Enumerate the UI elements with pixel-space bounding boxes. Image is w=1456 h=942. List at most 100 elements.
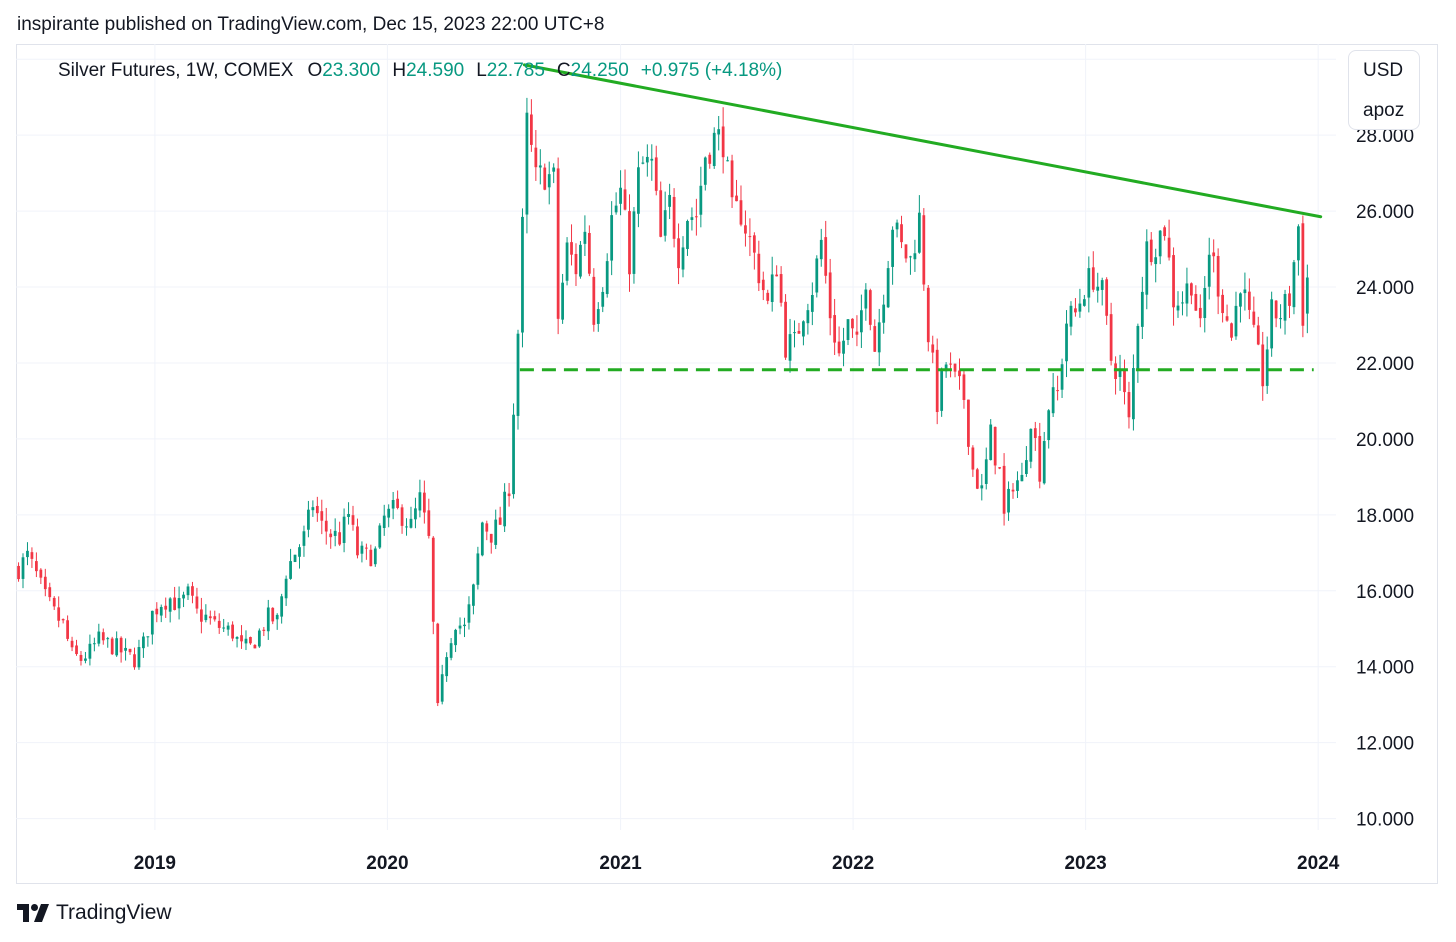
candle xyxy=(1172,247,1175,326)
candle-body xyxy=(810,295,814,312)
candle-body xyxy=(342,516,346,543)
high-label: H xyxy=(392,60,407,81)
candle-body xyxy=(1140,291,1144,327)
x-tick-label: 2024 xyxy=(1297,853,1340,874)
candle-body xyxy=(739,200,743,225)
candle xyxy=(824,220,828,284)
tradingview-logo[interactable]: TradingView xyxy=(17,901,172,925)
candle xyxy=(48,582,52,602)
candle-body xyxy=(842,340,845,354)
candle xyxy=(516,329,520,430)
candle-body xyxy=(119,637,123,653)
candle-body xyxy=(1261,344,1265,387)
candle-body xyxy=(240,635,243,642)
candle-body xyxy=(534,147,538,168)
candle xyxy=(1288,285,1291,319)
candle-body xyxy=(1065,323,1068,362)
candle xyxy=(445,652,449,682)
candle-body xyxy=(489,533,493,543)
candle xyxy=(570,224,573,266)
candle xyxy=(1047,409,1051,449)
candle xyxy=(480,521,484,557)
candle xyxy=(846,319,850,346)
candle-body xyxy=(1025,460,1028,475)
candle xyxy=(155,602,159,623)
candle-body xyxy=(463,624,466,627)
candle xyxy=(926,285,930,352)
candle-body xyxy=(26,550,29,558)
candle xyxy=(119,636,123,663)
candle xyxy=(864,283,868,321)
candle xyxy=(641,156,645,165)
candle-body xyxy=(436,623,440,704)
candle xyxy=(244,630,248,651)
candle-body xyxy=(1163,227,1167,237)
candle xyxy=(101,628,105,645)
candle-body xyxy=(257,630,261,647)
candle-body xyxy=(761,279,765,291)
candle xyxy=(173,586,177,611)
candle xyxy=(1279,304,1282,329)
candle xyxy=(507,482,511,507)
candle xyxy=(293,554,297,563)
candle xyxy=(530,99,533,152)
candle xyxy=(418,479,422,518)
candle-body xyxy=(1082,299,1086,306)
candle xyxy=(1109,302,1113,366)
candle-body xyxy=(431,537,435,622)
candle-body xyxy=(449,643,453,658)
candle-body xyxy=(217,620,221,628)
candle xyxy=(592,268,596,332)
candle xyxy=(699,166,703,228)
candle-body xyxy=(681,247,685,270)
candle-body xyxy=(427,510,431,536)
candle xyxy=(909,255,912,275)
candle-body xyxy=(726,160,729,162)
candle-body xyxy=(1216,255,1220,297)
candle xyxy=(752,232,756,270)
candle xyxy=(1123,359,1126,405)
candle-body xyxy=(191,586,194,596)
candle xyxy=(984,447,988,490)
candle xyxy=(338,521,342,546)
candle-body xyxy=(802,321,805,337)
candle xyxy=(574,243,578,287)
candle-body xyxy=(284,578,288,599)
candle-body xyxy=(324,520,328,532)
candle-body xyxy=(695,216,698,218)
candle xyxy=(302,525,306,557)
candle-body xyxy=(1203,287,1207,318)
candle-body xyxy=(92,643,96,645)
candle-body xyxy=(868,290,872,325)
candle xyxy=(695,198,698,236)
candle-body xyxy=(926,287,930,343)
candle-body xyxy=(200,609,203,622)
candle xyxy=(610,201,614,276)
candle xyxy=(975,467,979,490)
y-tick-label: 22.000 xyxy=(1356,354,1414,375)
candle-body xyxy=(467,604,471,623)
candle xyxy=(802,320,805,346)
candle-body xyxy=(917,212,921,253)
currency-unit-box[interactable]: USD apoz xyxy=(1348,50,1420,130)
candle-body xyxy=(605,261,609,295)
low-value: 22.785 xyxy=(486,60,545,81)
candle xyxy=(873,319,877,352)
candle-body xyxy=(940,369,944,411)
candle-body xyxy=(574,253,578,275)
candle-body xyxy=(66,620,69,639)
candle-body xyxy=(1033,428,1037,438)
candle xyxy=(1270,291,1274,357)
candle xyxy=(449,638,453,661)
candle-body xyxy=(686,220,689,249)
candle xyxy=(761,271,765,301)
candle-body xyxy=(614,205,618,213)
candle xyxy=(222,618,226,633)
candle xyxy=(770,256,774,312)
candle xyxy=(654,145,658,196)
candle xyxy=(342,508,346,553)
candle-body xyxy=(1270,299,1274,349)
candle-body xyxy=(472,584,475,606)
candle xyxy=(1060,358,1064,398)
